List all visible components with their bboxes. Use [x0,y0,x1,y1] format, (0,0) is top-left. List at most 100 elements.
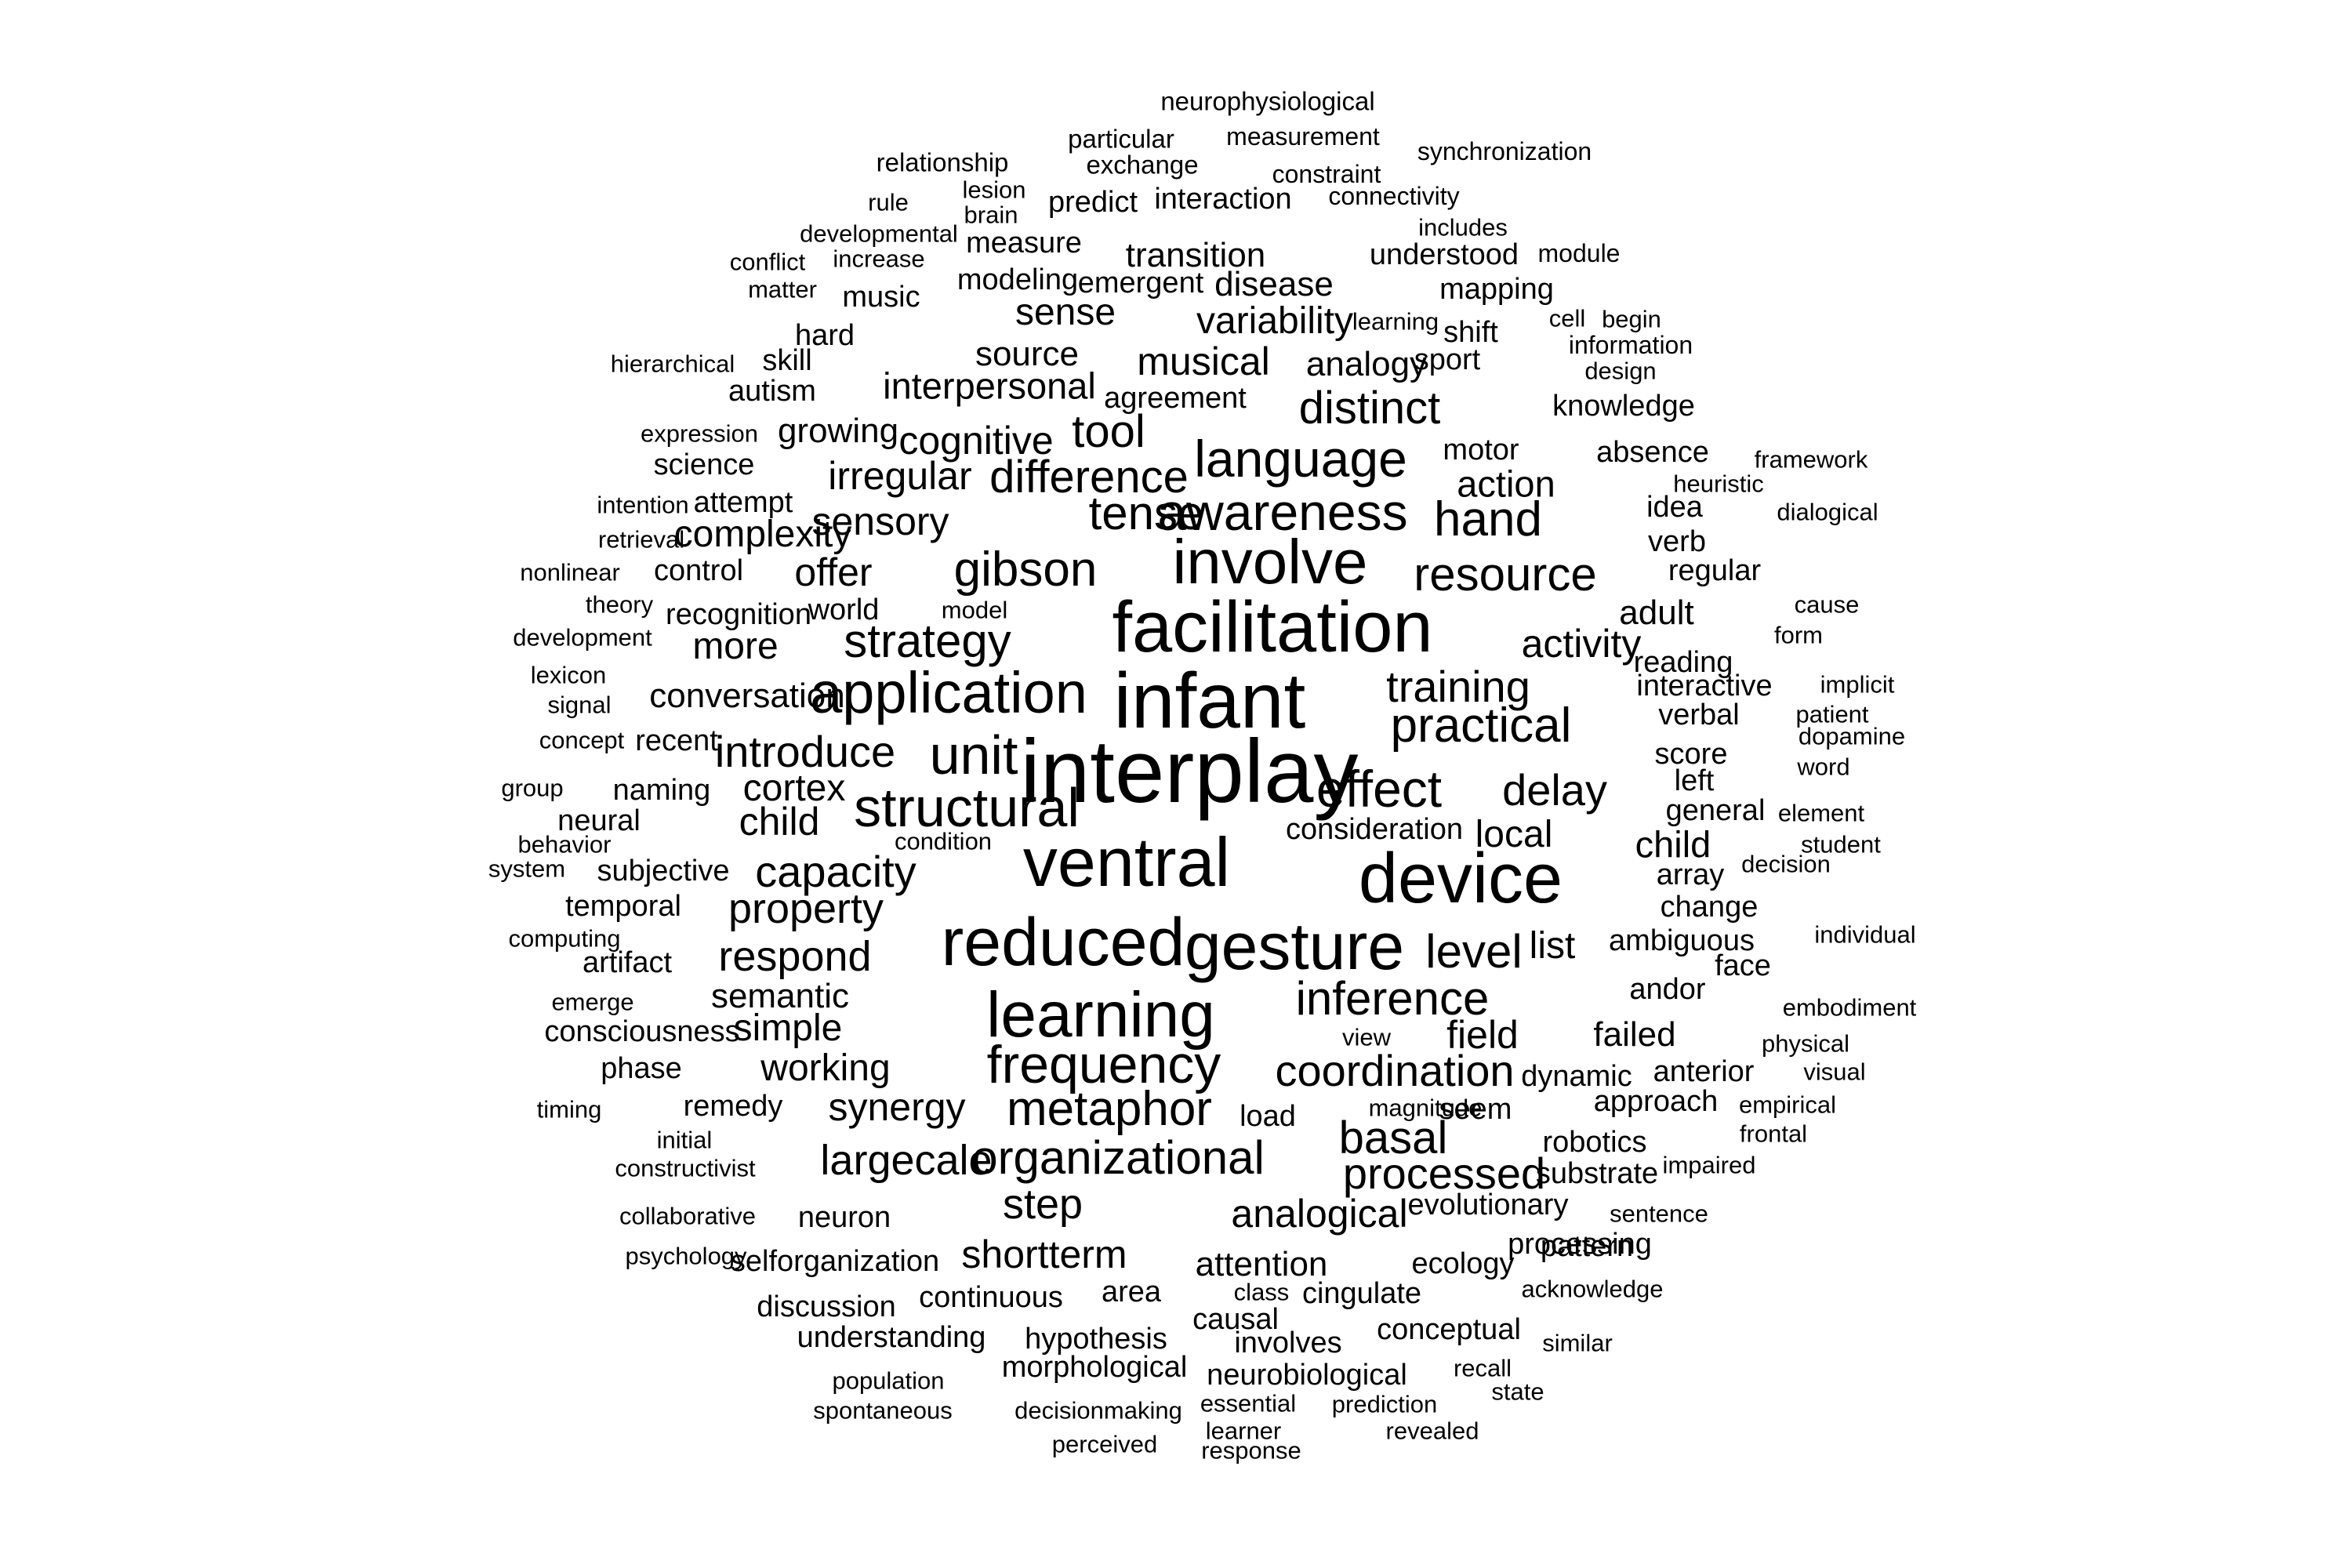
cloud-word: face [1715,949,1771,982]
cloud-word: ecology [1411,1247,1515,1280]
cloud-word: processing [1508,1228,1652,1261]
cloud-word: hand [1434,492,1542,546]
cloud-word: selforganization [730,1245,940,1278]
cloud-word: learner [1205,1417,1282,1445]
cloud-word: physical [1762,1029,1849,1058]
cloud-word: practical [1390,699,1572,753]
cloud-word: largecale [820,1137,993,1184]
cloud-word: retrieval [597,525,685,554]
cloud-word: state [1491,1377,1544,1406]
cloud-word: measure [966,227,1082,260]
cloud-word: increase [833,245,925,273]
cloud-word: lesion [962,176,1026,204]
cloud-word: recent [635,724,718,757]
cloud-word: structural [854,777,1080,838]
cloud-word: score [1654,738,1728,771]
cloud-word: disease [1214,265,1334,303]
cloud-word: class [1233,1278,1290,1306]
cloud-word: absence [1596,436,1709,469]
cloud-word: basal [1338,1112,1448,1163]
cloud-word: theory [585,590,654,619]
cloud-word: growing [777,412,899,450]
cloud-word: behavior [517,830,612,858]
cloud-word: step [1002,1181,1083,1228]
cloud-word: robotics [1542,1126,1647,1159]
cloud-word: implicit [1820,670,1895,699]
cloud-word: remedy [683,1090,783,1123]
cloud-word: interaction [1154,183,1292,216]
cloud-word: local [1475,814,1553,855]
cloud-word: semantic [710,977,850,1015]
cloud-word: inference [1295,972,1490,1025]
cloud-word: prediction [1331,1390,1438,1418]
cloud-word: complexity [673,514,852,555]
cloud-word: interplay [1020,722,1359,822]
cloud-word: visual [1803,1058,1866,1086]
cloud-word: infant [1113,657,1306,745]
cloud-word: expression [641,419,758,448]
cloud-word: science [653,448,755,481]
cloud-word: revealed [1385,1417,1479,1445]
cloud-word: frontal [1739,1120,1808,1148]
cloud-word: cause [1794,590,1860,619]
cloud-word: framework [1754,445,1868,474]
cloud-word: capacity [755,847,916,896]
cloud-word: substrate [1535,1157,1659,1190]
cloud-word: decision [1741,850,1831,878]
cloud-word: more [692,626,779,667]
cloud-word: irregular [828,454,972,498]
cloud-word: reading [1633,646,1733,679]
cloud-word: interactive [1636,670,1773,702]
cloud-word: musical [1137,339,1270,383]
cloud-word: empirical [1738,1091,1837,1119]
cloud-word: synchronization [1417,137,1592,165]
cloud-word: hard [794,319,855,352]
cloud-word: simple [733,1007,843,1049]
cloud-word: view [1341,1023,1392,1051]
cloud-word: analogical [1231,1192,1408,1236]
cloud-word: learning [986,979,1215,1051]
cloud-word: tool [1072,406,1145,457]
cloud-word: neuron [797,1201,891,1234]
cloud-word: temporal [565,890,681,923]
cloud-word: mapping [1439,273,1554,306]
cloud-word: nonlinear [520,558,620,586]
cloud-word: metaphor [1007,1082,1212,1136]
cloud-word: left [1674,764,1715,797]
cloud-word: general [1665,794,1766,827]
cloud-word: frequency [986,1035,1221,1094]
cloud-word: respond [718,933,872,980]
cloud-word: information [1568,331,1693,359]
cloud-word: morphological [1001,1351,1188,1384]
cloud-word: sentence [1610,1200,1708,1228]
cloud-word: change [1660,891,1759,924]
cloud-word: timing [536,1095,602,1123]
cloud-word: student [1801,830,1881,858]
cloud-word: group [501,774,564,802]
cloud-word: anterior [1653,1055,1755,1088]
cloud-word: verbal [1658,699,1740,731]
cloud-word: constructivist [615,1154,756,1182]
cloud-word: model [941,596,1008,624]
cloud-word: autism [728,375,816,408]
cloud-word: list [1529,925,1576,967]
cloud-word: acknowledge [1521,1275,1664,1303]
cloud-word: analogy [1305,345,1428,383]
cloud-word: field [1446,1013,1519,1057]
cloud-word: development [513,623,652,652]
cloud-word: device [1358,840,1563,918]
cloud-word: ambiguous [1609,924,1755,957]
cloud-word: verb [1648,525,1706,558]
cloud-word: variability [1196,300,1354,342]
cloud-word: similar [1542,1329,1613,1357]
cloud-word: training [1386,662,1530,711]
cloud-word: distinct [1298,383,1441,434]
cloud-word: element [1777,799,1865,827]
cloud-word: skill [762,344,812,377]
cloud-word: world [808,593,880,626]
cloud-word: continuous [919,1281,1063,1314]
cloud-word: strategy [844,615,1011,667]
cloud-word: failed [1593,1015,1676,1054]
cloud-word: array [1656,858,1725,891]
